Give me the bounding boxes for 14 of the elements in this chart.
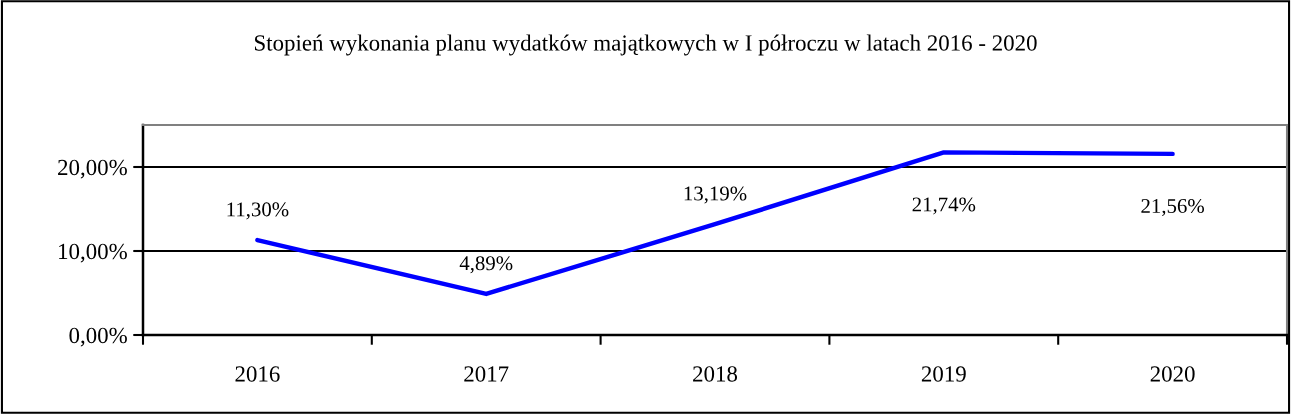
data-label: 4,89%	[459, 256, 513, 274]
y-tick-label: 0,00%	[69, 327, 127, 347]
data-label: 13,19%	[684, 186, 747, 204]
data-label: 21,74%	[912, 197, 976, 215]
x-tick-label: 2019	[921, 366, 966, 382]
x-tick-label: 2017	[464, 366, 509, 382]
data-label: 21,56%	[1141, 198, 1204, 216]
x-tick-label: 2018	[693, 366, 738, 382]
y-tick-label: 20,00%	[58, 159, 127, 179]
x-tick-label: 2020	[1150, 366, 1195, 382]
chart-title: Stopień wykonania planu wydatków majątkowych w I półroczu w latach 2016 - 2020	[254, 34, 1037, 56]
data-label: 11,30%	[227, 202, 289, 220]
x-tick-label: 2016	[235, 366, 280, 382]
y-tick-label: 10,00%	[59, 243, 127, 263]
